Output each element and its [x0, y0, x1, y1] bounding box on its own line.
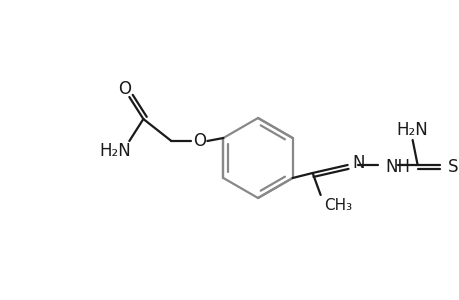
Text: O: O: [192, 132, 206, 150]
Text: H₂N: H₂N: [99, 142, 131, 160]
Text: S: S: [447, 158, 457, 176]
Text: N: N: [352, 154, 364, 172]
Text: NH: NH: [385, 158, 410, 176]
Text: H₂N: H₂N: [396, 121, 428, 139]
Text: CH₃: CH₃: [323, 197, 351, 212]
Text: O: O: [118, 80, 130, 98]
